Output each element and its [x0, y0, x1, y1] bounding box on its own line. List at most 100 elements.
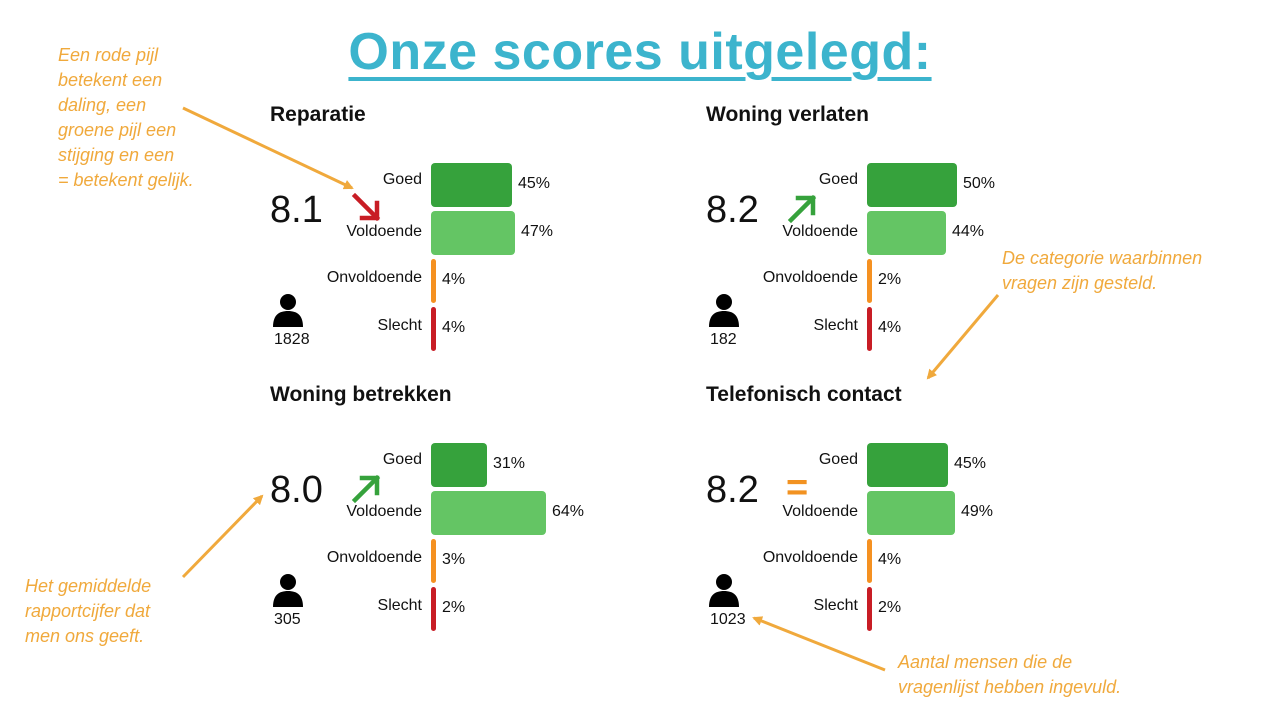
bar-row: Onvoldoende 4%	[270, 259, 600, 303]
respondent-count: 1828	[274, 331, 310, 348]
data-label: 44%	[952, 223, 985, 240]
bar-row: Slecht 2%	[270, 587, 600, 631]
average-score: 8.0	[270, 469, 323, 511]
annotation-line: men ons geeft.	[25, 626, 145, 646]
data-label: 4%	[878, 551, 902, 568]
category-label: Slecht	[377, 597, 422, 614]
data-label: 4%	[442, 319, 466, 336]
annotation-line: vragen zijn gesteld.	[1002, 273, 1158, 293]
panel-title: Woning betrekken	[270, 383, 452, 406]
bar-row: Onvoldoende 4%	[706, 539, 1036, 583]
bar-row: Goed 50%	[706, 163, 1036, 207]
arrow-up-right-icon	[787, 194, 817, 224]
annotation-line: stijging en een	[58, 145, 175, 165]
average-score: 8.2	[706, 189, 759, 231]
category-label: Voldoende	[782, 223, 858, 240]
bar-row: Goed 31%	[270, 443, 600, 487]
score-panel-woning-betrekken: Woning betrekken 8.0 305 Goed 31% Voldoende 64…	[270, 383, 600, 653]
average-score: 8.2	[706, 469, 759, 511]
annotation-line: De categorie waarbinnen	[1002, 248, 1203, 268]
annotation-line: vragenlijst hebben ingevuld.	[898, 677, 1122, 697]
bar	[867, 443, 948, 487]
data-label: 47%	[521, 223, 554, 240]
bar-row: Slecht 2%	[706, 587, 1036, 631]
category-label: Goed	[382, 451, 422, 468]
score-panel-reparatie: Reparatie 8.1 1828 Goed 45% Voldoende 47% Onvol…	[270, 103, 600, 373]
person-icon	[273, 294, 303, 327]
respondent-count: 1023	[710, 611, 746, 628]
data-label: 45%	[518, 175, 551, 192]
data-label: 2%	[878, 271, 902, 288]
arrow-down-right-icon	[351, 192, 381, 222]
bar	[867, 259, 872, 303]
bar-row: Onvoldoende 2%	[706, 259, 1036, 303]
person-icon	[273, 574, 303, 607]
annotation-line: = betekent gelijk.	[58, 170, 194, 190]
bar-row: Voldoende 44%	[706, 211, 1036, 255]
category-label: Goed	[818, 451, 858, 468]
bar	[431, 443, 487, 487]
bar	[431, 307, 436, 351]
category-label: Slecht	[377, 317, 422, 334]
bar	[431, 491, 546, 535]
bar	[431, 259, 436, 303]
bar	[867, 211, 946, 255]
data-label: 4%	[878, 319, 902, 336]
annotation-line: daling, een	[58, 95, 147, 115]
bar	[867, 307, 872, 351]
category-label: Voldoende	[346, 503, 422, 520]
respondent-count: 182	[710, 331, 737, 348]
category-label: Slecht	[813, 597, 858, 614]
average-score: 8.1	[270, 189, 323, 231]
bar	[867, 491, 955, 535]
category-label: Voldoende	[782, 503, 858, 520]
annotation-arrow-average	[181, 494, 264, 579]
score-panel-telefonisch-contact: Telefonisch contact 8.2 = 1023 Goed 45% Voldoe…	[706, 383, 1036, 653]
bar-row: Voldoende 47%	[270, 211, 600, 255]
data-label: 64%	[552, 503, 585, 520]
score-panel-woning-verlaten: Woning verlaten 8.2 182 Goed 50% Voldoende 44%…	[706, 103, 1036, 373]
data-label: 2%	[442, 599, 466, 616]
category-label: Goed	[818, 171, 858, 188]
annotation-line: Het gemiddelde	[25, 576, 152, 596]
bar	[431, 539, 436, 583]
bar-row: Voldoende 49%	[706, 491, 1036, 535]
annotation-line: rapportcijfer dat	[25, 601, 151, 621]
bar	[867, 163, 957, 207]
annotation-average: Het gemiddelde rapportcijfer dat men ons g…	[25, 574, 151, 649]
category-label: Onvoldoende	[762, 549, 858, 566]
annotation-line: betekent een	[58, 70, 163, 90]
bar-row: Voldoende 64%	[270, 491, 600, 535]
data-label: 50%	[963, 175, 996, 192]
panel-title: Telefonisch contact	[706, 383, 902, 406]
data-label: 3%	[442, 551, 466, 568]
category-label: Onvoldoende	[762, 269, 858, 286]
data-label: 45%	[954, 455, 987, 472]
annotation-trend: Een rode pijl betekent een daling, een groe…	[58, 43, 194, 193]
data-label: 31%	[493, 455, 526, 472]
bar	[431, 211, 515, 255]
panel-title: Woning verlaten	[706, 103, 869, 126]
bar-row: Goed 45%	[270, 163, 600, 207]
bar-row: Onvoldoende 3%	[270, 539, 600, 583]
data-label: 49%	[961, 503, 994, 520]
annotation-line: Aantal mensen die de	[898, 652, 1073, 672]
bar-row: Slecht 4%	[706, 307, 1036, 351]
bar	[867, 539, 872, 583]
annotation-line: Een rode pijl	[58, 45, 159, 65]
person-icon	[709, 574, 739, 607]
data-label: 2%	[878, 599, 902, 616]
data-label: 4%	[442, 271, 466, 288]
bar	[431, 163, 512, 207]
category-label: Slecht	[813, 317, 858, 334]
equal-sign-icon: =	[786, 467, 809, 509]
bar-row: Slecht 4%	[270, 307, 600, 351]
annotation-category: De categorie waarbinnen vragen zijn geste…	[1002, 246, 1202, 296]
bar	[431, 587, 436, 631]
annotation-line: groene pijl een	[58, 120, 177, 140]
annotation-respondents: Aantal mensen die de vragenlijst hebben i…	[898, 650, 1121, 700]
category-label: Onvoldoende	[326, 269, 422, 286]
person-icon	[709, 294, 739, 327]
respondent-count: 305	[274, 611, 301, 628]
